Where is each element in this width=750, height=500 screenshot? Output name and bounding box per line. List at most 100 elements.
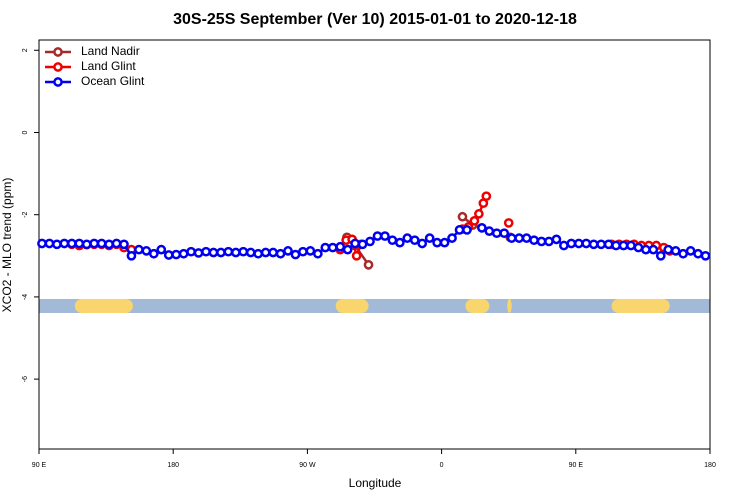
land-span <box>611 299 670 313</box>
point <box>503 218 514 228</box>
point <box>596 239 606 250</box>
legend-label: Land Glint <box>81 59 136 73</box>
x-tick-label: 180 <box>167 462 179 469</box>
point <box>283 246 293 256</box>
point <box>641 244 651 255</box>
point <box>89 238 100 249</box>
point <box>134 244 144 255</box>
ocean-band <box>39 299 710 313</box>
point <box>335 241 346 252</box>
point <box>230 247 241 258</box>
point <box>223 246 234 257</box>
point <box>551 234 562 245</box>
point <box>611 240 621 251</box>
point <box>678 248 689 259</box>
point <box>363 259 374 270</box>
point <box>365 236 375 247</box>
point <box>521 233 532 243</box>
point <box>163 250 174 260</box>
land-span <box>74 299 133 313</box>
y-tick-label: -2 <box>22 211 29 217</box>
point <box>439 237 450 248</box>
point <box>481 191 492 202</box>
point <box>37 238 47 249</box>
point <box>96 238 107 249</box>
point <box>506 233 517 243</box>
point <box>44 238 55 249</box>
point <box>178 248 189 259</box>
point <box>477 223 487 233</box>
point <box>357 239 368 250</box>
point <box>474 209 484 219</box>
point <box>305 246 316 256</box>
point <box>573 238 584 249</box>
point <box>66 238 77 249</box>
y-tick-label: 0 <box>22 130 29 134</box>
point <box>588 239 599 250</box>
point <box>260 247 271 258</box>
x-axis-label: Longitude <box>349 476 402 490</box>
point <box>663 244 674 255</box>
point <box>536 236 547 247</box>
x-tick-label: 90 E <box>569 462 584 469</box>
point <box>409 235 420 246</box>
point <box>298 246 308 257</box>
x-tick-label: 180 <box>704 462 716 469</box>
point <box>350 238 360 249</box>
point <box>52 239 62 250</box>
land-span <box>465 299 490 313</box>
point <box>380 231 390 241</box>
point <box>544 236 554 247</box>
point <box>290 249 301 260</box>
point <box>514 233 524 243</box>
point <box>253 248 264 259</box>
point <box>148 248 159 259</box>
legend-marker <box>53 77 63 87</box>
point <box>327 242 338 253</box>
point <box>171 249 182 260</box>
point <box>74 238 85 249</box>
point <box>193 248 204 258</box>
x-tick-label: 90 E <box>32 462 47 469</box>
point <box>670 246 681 256</box>
point <box>119 239 129 250</box>
point <box>432 237 442 248</box>
point <box>59 238 70 249</box>
point <box>141 246 152 256</box>
point <box>469 216 480 226</box>
point <box>402 233 413 243</box>
point <box>186 246 196 257</box>
point <box>685 246 696 256</box>
point <box>372 231 383 241</box>
point <box>447 233 457 243</box>
point <box>424 233 435 243</box>
point <box>312 248 323 259</box>
point <box>201 246 211 257</box>
x-tick-label: 90 W <box>299 462 316 469</box>
point <box>693 248 703 259</box>
point <box>126 250 137 261</box>
y-tick-label: -6 <box>22 376 29 382</box>
y-axis-label: XCO2 - MLO trend (ppm) <box>0 178 14 313</box>
point <box>491 228 502 239</box>
point <box>566 238 577 249</box>
point <box>275 248 286 259</box>
point <box>484 226 495 236</box>
point <box>648 244 659 255</box>
point <box>81 239 92 250</box>
point <box>156 244 167 255</box>
point <box>208 247 219 258</box>
x-tick-label: 0 <box>440 462 444 469</box>
legend-label: Ocean Glint <box>81 74 145 88</box>
point <box>633 242 644 253</box>
point <box>618 240 629 251</box>
point <box>320 242 331 253</box>
point <box>529 235 539 246</box>
y-tick-label: 2 <box>22 48 29 52</box>
point <box>603 239 614 250</box>
point <box>655 250 666 261</box>
chart-title: 30S-25S September (Ver 10) 2015-01-01 to… <box>173 11 577 28</box>
point <box>394 237 405 248</box>
